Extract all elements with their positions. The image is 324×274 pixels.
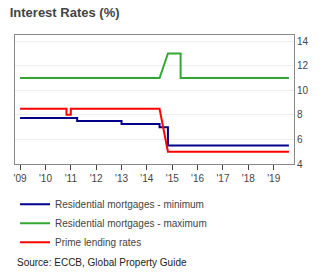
svg-text:'19: '19 [267,173,280,184]
svg-text:'16: '16 [191,173,204,184]
svg-text:14: 14 [297,36,309,47]
svg-text:Residential mortgages - minimu: Residential mortgages - minimum [55,199,204,210]
svg-text:10: 10 [297,85,309,96]
svg-text:'12: '12 [90,173,103,184]
svg-text:'17: '17 [216,173,229,184]
svg-text:'14: '14 [140,173,153,184]
svg-text:'13: '13 [115,173,128,184]
svg-text:Interest Rates (%): Interest Rates (%) [10,5,120,20]
svg-text:'15: '15 [166,173,179,184]
svg-text:Prime lending rates: Prime lending rates [55,237,141,248]
svg-text:'18: '18 [242,173,255,184]
svg-text:Source: ECCB, Global Property: Source: ECCB, Global Property Guide [17,257,187,268]
svg-text:6: 6 [297,134,303,145]
svg-text:'11: '11 [65,173,78,184]
svg-text:8: 8 [297,109,303,120]
svg-text:'10: '10 [39,173,52,184]
svg-text:4: 4 [297,159,303,170]
svg-text:12: 12 [297,60,309,71]
svg-text:'09: '09 [14,173,27,184]
svg-text:Residential mortgages - maximu: Residential mortgages - maximum [55,218,207,229]
